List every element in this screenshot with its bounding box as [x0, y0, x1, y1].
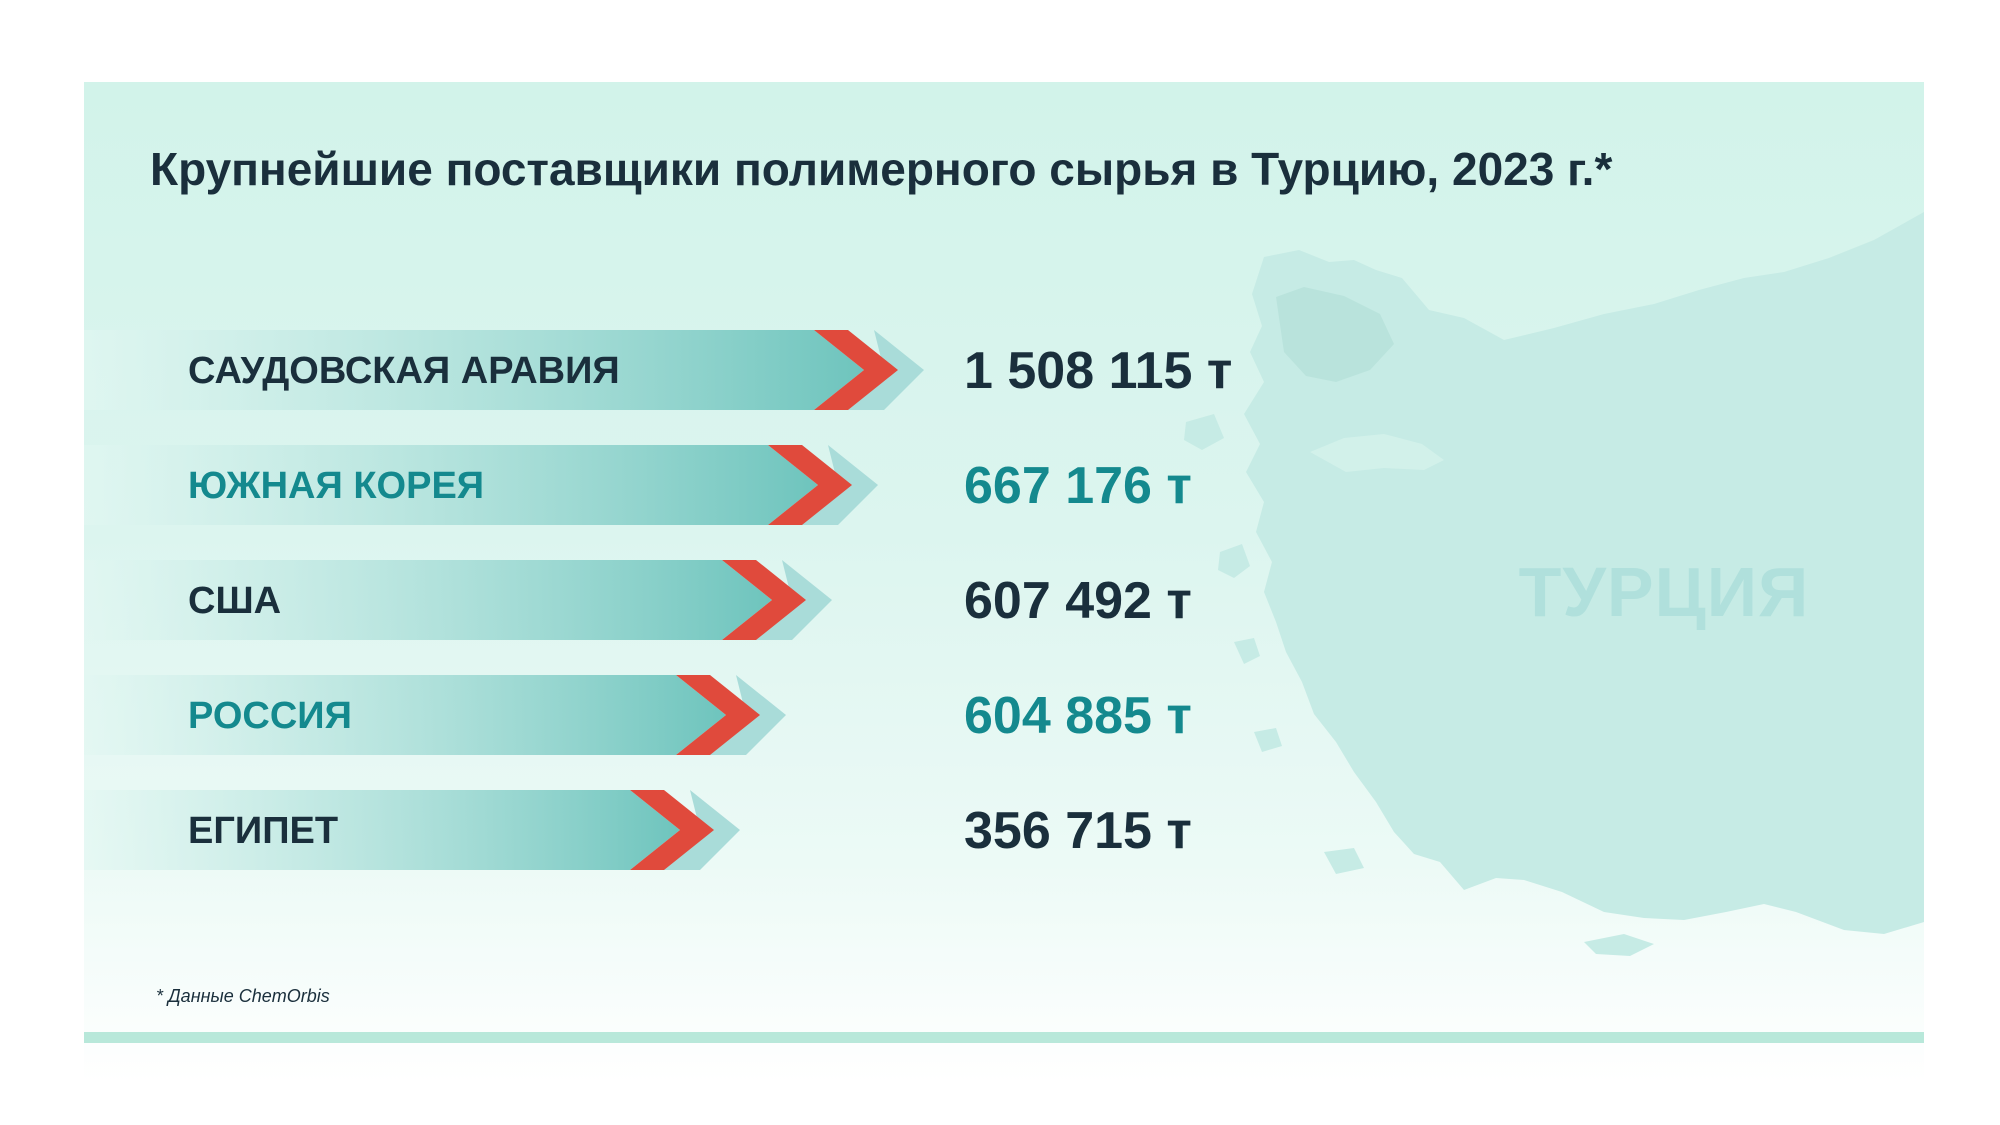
bar-chevron-accent — [722, 560, 806, 640]
bar-row: РОССИЯ 604 885 т — [84, 675, 1192, 755]
bar-row: США 607 492 т — [84, 560, 1192, 640]
bar-chevron-accent — [814, 330, 898, 410]
bar — [84, 560, 772, 640]
bar-chart: САУДОВСКАЯ АРАВИЯ 1 508 115 т ЮЖНАЯ КОРЕЯ 6… — [84, 330, 1232, 870]
bar — [84, 790, 680, 870]
map-country-label: ТУРЦИЯ — [1518, 553, 1810, 631]
bar-chevron-accent — [630, 790, 714, 870]
category-label: ЕГИПЕТ — [188, 810, 338, 852]
bar-row: ЮЖНАЯ КОРЕЯ 667 176 т — [84, 445, 1192, 525]
turkey-map-illustration — [1184, 212, 1924, 956]
bar-chevron-accent — [676, 675, 760, 755]
category-label: ЮЖНАЯ КОРЕЯ — [188, 465, 484, 507]
chart-title: Крупнейшие поставщики полимерного сырья … — [150, 143, 1613, 195]
bar — [84, 330, 864, 410]
bar-chevron-accent — [768, 445, 852, 525]
value-label: 604 885 т — [964, 687, 1192, 745]
category-label: США — [188, 580, 281, 622]
value-label: 667 176 т — [964, 457, 1192, 515]
category-label: САУДОВСКАЯ АРАВИЯ — [188, 350, 620, 392]
bar-row: ЕГИПЕТ 356 715 т — [84, 790, 1192, 870]
bar-chevron-back — [650, 790, 740, 870]
category-label: РОССИЯ — [188, 695, 352, 737]
bar-chevron-back — [834, 330, 924, 410]
value-label: 1 508 115 т — [964, 342, 1232, 400]
bottom-accent-bar — [84, 1032, 1924, 1043]
infographic-panel: ТУРЦИЯ Крупнейшие поставщики полимерного… — [84, 82, 1924, 1082]
bar — [84, 675, 726, 755]
value-label: 607 492 т — [964, 572, 1192, 630]
footnote: * Данные ChemOrbis — [156, 986, 330, 1006]
value-label: 356 715 т — [964, 802, 1192, 860]
bar — [84, 445, 818, 525]
bar-chevron-back — [742, 560, 832, 640]
bar-chevron-back — [696, 675, 786, 755]
bar-row: САУДОВСКАЯ АРАВИЯ 1 508 115 т — [84, 330, 1232, 410]
bar-chevron-back — [788, 445, 878, 525]
